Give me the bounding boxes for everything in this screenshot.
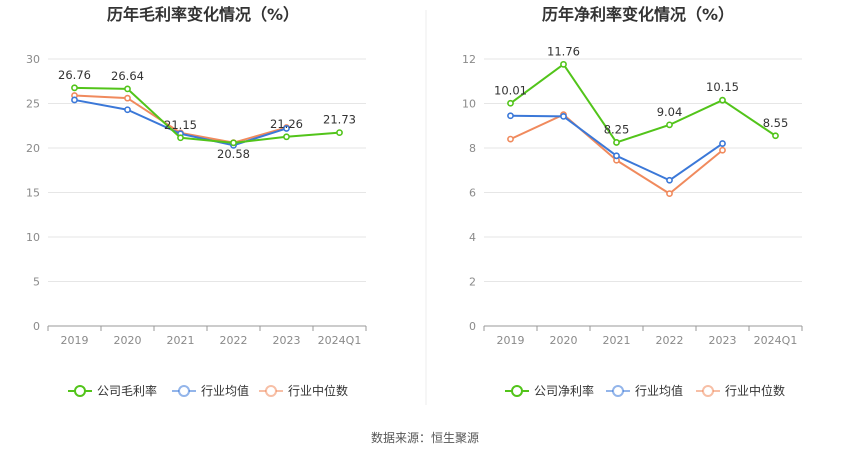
chart1-legend-marker-0: [74, 385, 86, 397]
chart2-legend-marker-1: [612, 385, 624, 397]
chart1-data-label: 26.76: [58, 68, 91, 82]
chart1-data-point-0: [336, 129, 343, 137]
chart1-data-point-0: [230, 139, 237, 147]
chart1-data-label: 20.58: [217, 147, 250, 161]
data-source-label: 数据来源：恒生聚源: [371, 430, 479, 445]
chart1-data-point-0: [71, 84, 78, 92]
chart1-y-tick-label: 25: [26, 98, 40, 111]
chart2-y-tick-label: 10: [462, 98, 476, 111]
chart2-legend-marker-0: [511, 385, 523, 397]
chart1-data-point-0: [283, 133, 290, 141]
chart2-legend-label-0: 公司净利率: [534, 383, 594, 398]
chart1-y-tick-label: 0: [33, 320, 40, 333]
chart1-legend-label-2: 行业中位数: [288, 383, 348, 398]
chart2-x-tick-label: 2020: [550, 334, 578, 347]
chart2-data-label: 11.76: [547, 44, 580, 58]
chart2-data-point-0: [613, 139, 620, 146]
chart2-data-label: 9.04: [657, 105, 683, 119]
chart2-legend-marker-2: [702, 385, 714, 397]
chart1-y-tick-label: 30: [26, 53, 40, 66]
chart1-title: 历年毛利率变化情况（%）: [107, 5, 299, 24]
chart2-data-point-1: [507, 112, 514, 120]
chart1-x-tick-label: 2024Q1: [318, 334, 362, 347]
chart1-legend-label-0: 公司毛利率: [97, 383, 157, 398]
chart2-legend-label-2: 行业中位数: [725, 383, 785, 398]
chart1-data-point-1: [124, 106, 131, 114]
chart2-data-point-0: [507, 99, 514, 107]
chart2-x-tick-label: 2019: [497, 334, 525, 347]
chart1-x-tick-label: 2020: [114, 334, 142, 347]
chart1-data-label: 26.64: [111, 69, 144, 83]
chart1-legend-label-1: 行业均值: [201, 383, 249, 398]
chart1-legend-marker-1: [178, 385, 190, 397]
chart2-data-point-1: [666, 176, 673, 184]
chart2-data-label: 8.55: [763, 116, 789, 130]
chart2-data-label: 10.15: [706, 80, 739, 94]
chart2-y-tick-label: 4: [469, 231, 476, 244]
chart2-y-tick-label: 12: [462, 53, 476, 66]
chart1-legend-marker-2: [265, 385, 277, 397]
chart2-data-point-1: [719, 140, 726, 147]
chart2-data-point-0: [719, 96, 726, 104]
chart1-data-point-0: [177, 134, 184, 142]
chart1-data-point-1: [71, 96, 78, 104]
chart2-y-tick-label: 6: [469, 187, 476, 200]
chart2-data-point-1: [560, 113, 567, 120]
chart2-data-label: 10.01: [494, 83, 527, 97]
chart1-data-point-0: [124, 85, 131, 93]
chart1-data-label: 21.26: [270, 117, 303, 131]
chart1-y-tick-label: 20: [26, 142, 40, 155]
chart2-y-tick-label: 0: [469, 320, 476, 333]
chart2-data-point-1: [613, 152, 620, 160]
chart2-data-point-0: [560, 60, 567, 68]
chart1-series-line-0: [74, 86, 340, 144]
chart2-data-point-2: [507, 135, 514, 143]
chart2-y-tick-label: 8: [469, 142, 476, 155]
chart2-data-point-0: [666, 121, 673, 129]
chart1-x-tick-label: 2021: [167, 334, 195, 347]
chart1-y-tick-label: 5: [33, 276, 40, 289]
chart2-x-tick-label: 2023: [709, 334, 737, 347]
chart2-y-tick-label: 2: [469, 276, 476, 289]
chart2-x-tick-label: 2022: [656, 334, 684, 347]
chart2-data-point-0: [772, 132, 779, 140]
chart2-data-point-2: [666, 190, 673, 198]
chart2-x-tick-label: 2021: [603, 334, 631, 347]
chart1-data-point-1: [283, 125, 290, 132]
chart1-y-tick-label: 10: [26, 231, 40, 244]
chart1-y-tick-label: 15: [26, 187, 40, 200]
chart1-x-tick-label: 2023: [273, 334, 301, 347]
chart1-data-label: 21.73: [323, 113, 356, 127]
chart1-x-tick-label: 2019: [61, 334, 89, 347]
chart2-title: 历年净利率变化情况（%）: [542, 5, 734, 24]
chart2-data-label: 8.25: [604, 122, 630, 136]
chart2-legend-label-1: 行业均值: [635, 383, 683, 398]
chart2-series-line-0: [509, 63, 777, 144]
chart2-data-point-2: [719, 146, 726, 154]
chart1-data-label: 21.15: [164, 118, 197, 132]
chart2-x-tick-label: 2024Q1: [754, 334, 798, 347]
chart1-data-point-2: [124, 94, 131, 102]
chart1-x-tick-label: 2022: [220, 334, 248, 347]
